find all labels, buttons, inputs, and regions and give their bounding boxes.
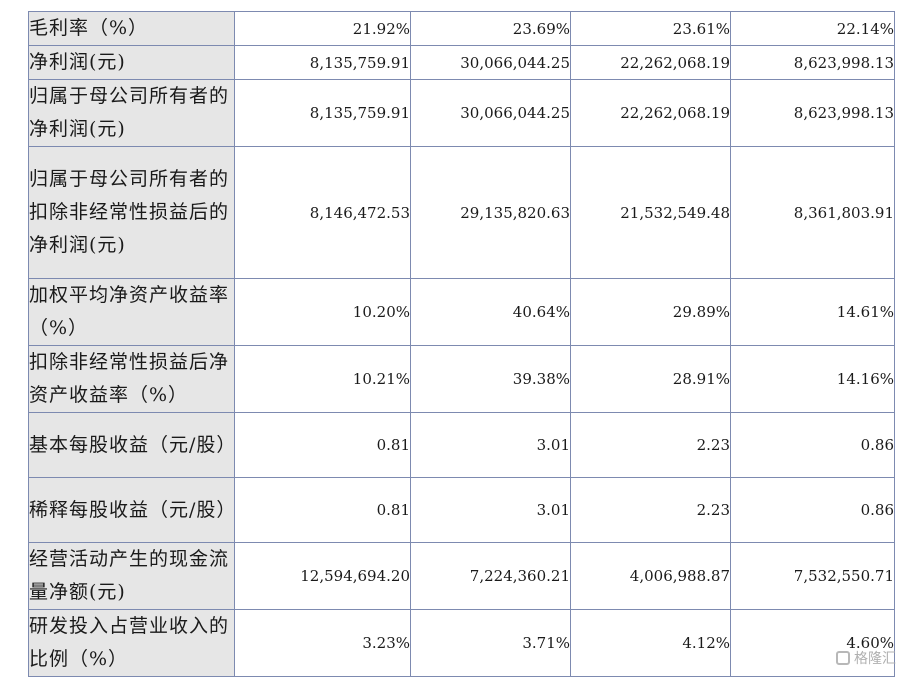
row-label: 稀释每股收益（元/股）	[28, 477, 235, 543]
row-label: 研发投入占营业收入的比例（%）	[28, 609, 235, 677]
row-label: 归属于母公司所有者的扣除非经常性损益后的净利润(元)	[28, 146, 235, 279]
cell-value: 14.16%	[730, 345, 895, 413]
cell-value: 39.38%	[410, 345, 571, 413]
cell-value: 8,623,998.13	[730, 45, 895, 80]
row-label: 归属于母公司所有者的净利润(元)	[28, 79, 235, 147]
cell-value: 23.69%	[410, 11, 571, 46]
cell-value: 30,066,044.25	[410, 45, 571, 80]
cell-value: 29,135,820.63	[410, 146, 571, 279]
cell-value: 10.21%	[234, 345, 411, 413]
cell-value: 0.86	[730, 477, 895, 543]
cell-value: 23.61%	[570, 11, 731, 46]
cell-value: 8,146,472.53	[234, 146, 411, 279]
table-row: 归属于母公司所有者的扣除非经常性损益后的净利润(元) 8,146,472.53 …	[28, 146, 895, 279]
cell-value: 14.61%	[730, 278, 895, 346]
cell-value: 0.81	[234, 477, 411, 543]
row-label: 净利润(元)	[28, 45, 235, 80]
cell-value: 30,066,044.25	[410, 79, 571, 147]
cell-value: 4,006,988.87	[570, 542, 731, 610]
cell-value: 3.01	[410, 477, 571, 543]
cell-value: 3.01	[410, 412, 571, 478]
gelonghui-logo-icon	[836, 651, 850, 665]
table-row: 归属于母公司所有者的净利润(元) 8,135,759.91 30,066,044…	[28, 79, 895, 147]
cell-value: 8,135,759.91	[234, 79, 411, 147]
table-row: 基本每股收益（元/股） 0.81 3.01 2.23 0.86	[28, 412, 895, 478]
cell-value: 7,532,550.71	[730, 542, 895, 610]
row-label: 加权平均净资产收益率（%）	[28, 278, 235, 346]
cell-value: 0.86	[730, 412, 895, 478]
cell-value: 29.89%	[570, 278, 731, 346]
cell-value: 21.92%	[234, 11, 411, 46]
table-row: 毛利率（%） 21.92% 23.69% 23.61% 22.14%	[28, 11, 895, 46]
cell-value: 8,623,998.13	[730, 79, 895, 147]
financial-table: 毛利率（%） 21.92% 23.69% 23.61% 22.14% 净利润(元…	[28, 11, 895, 677]
cell-value: 10.20%	[234, 278, 411, 346]
cell-value: 22,262,068.19	[570, 79, 731, 147]
row-label: 经营活动产生的现金流量净额(元)	[28, 542, 235, 610]
cell-value: 0.81	[234, 412, 411, 478]
cell-value: 3.71%	[410, 609, 571, 677]
cell-value: 4.12%	[570, 609, 731, 677]
table-row: 净利润(元) 8,135,759.91 30,066,044.25 22,262…	[28, 45, 895, 80]
cell-value: 8,135,759.91	[234, 45, 411, 80]
cell-value: 12,594,694.20	[234, 542, 411, 610]
cell-value: 40.64%	[410, 278, 571, 346]
cell-value: 28.91%	[570, 345, 731, 413]
cell-value: 3.23%	[234, 609, 411, 677]
row-label: 扣除非经常性损益后净资产收益率（%）	[28, 345, 235, 413]
table-row: 扣除非经常性损益后净资产收益率（%） 10.21% 39.38% 28.91% …	[28, 345, 895, 413]
cell-value: 22,262,068.19	[570, 45, 731, 80]
row-label: 毛利率（%）	[28, 11, 235, 46]
cell-value: 2.23	[570, 477, 731, 543]
cell-value: 8,361,803.91	[730, 146, 895, 279]
cell-value: 7,224,360.21	[410, 542, 571, 610]
table-row: 稀释每股收益（元/股） 0.81 3.01 2.23 0.86	[28, 477, 895, 543]
cell-value: 2.23	[570, 412, 731, 478]
watermark-text: 格隆汇	[854, 651, 896, 667]
table-row: 加权平均净资产收益率（%） 10.20% 40.64% 29.89% 14.61…	[28, 278, 895, 346]
cell-value: 21,532,549.48	[570, 146, 731, 279]
table-row: 经营活动产生的现金流量净额(元) 12,594,694.20 7,224,360…	[28, 542, 895, 610]
cell-value: 22.14%	[730, 11, 895, 46]
table-row: 研发投入占营业收入的比例（%） 3.23% 3.71% 4.12% 4.60%	[28, 609, 895, 677]
watermark: 格隆汇	[836, 648, 896, 668]
cell-value: 4.60%	[730, 609, 895, 677]
row-label: 基本每股收益（元/股）	[28, 412, 235, 478]
